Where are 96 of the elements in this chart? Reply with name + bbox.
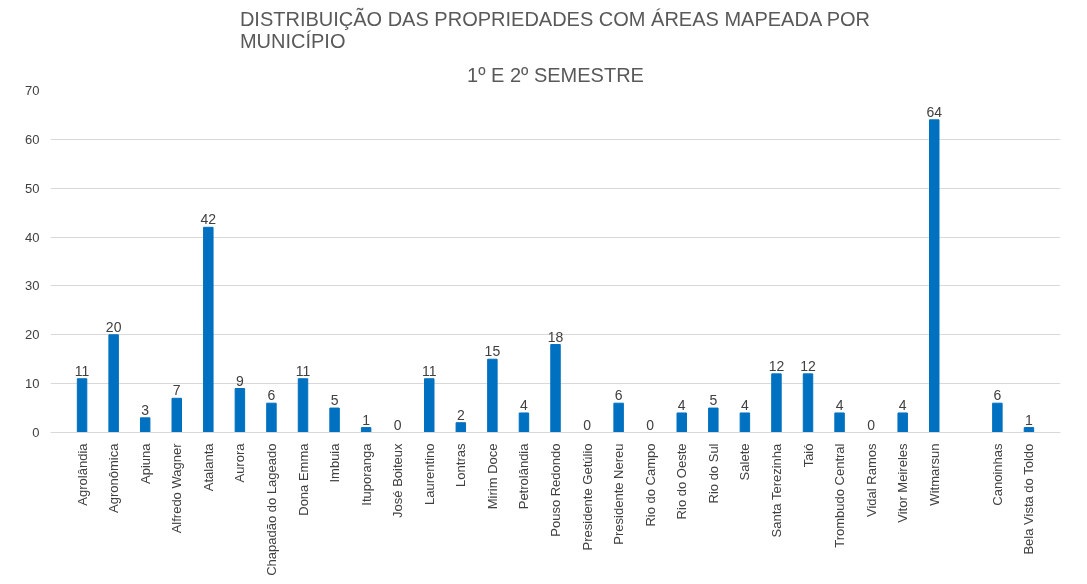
x-tick-label: Ituporanga <box>358 442 374 506</box>
x-tick-label: Chapadão do Lageado <box>263 443 279 576</box>
x-tick-label: Petrolândia <box>516 442 532 510</box>
bar <box>739 412 751 433</box>
bar <box>929 119 940 433</box>
x-tick-label: Canoinhas <box>989 443 1005 506</box>
bar <box>360 427 372 433</box>
x-tick-label: Vitor Meireles <box>895 443 911 523</box>
bar <box>676 412 687 433</box>
data-label: 5 <box>330 392 339 409</box>
bar <box>897 412 908 433</box>
data-label: 0 <box>867 416 876 433</box>
x-tick-label: Vidal Ramos <box>863 443 879 517</box>
bar <box>992 402 1003 433</box>
y-tick-label: 70 <box>25 83 40 98</box>
chart-subtitle: 1º E 2º SEMESTRE <box>467 63 644 86</box>
x-tick-label: José Boiteux <box>390 443 406 518</box>
bar <box>266 402 277 433</box>
data-label: 4 <box>835 396 844 413</box>
y-tick-label: 10 <box>25 376 40 392</box>
x-tick-label: Atalanta <box>200 442 216 492</box>
data-label: 15 <box>484 343 501 360</box>
x-tick-label: Santa Terezinha <box>768 442 784 538</box>
bar <box>234 388 246 433</box>
bar <box>329 407 340 433</box>
y-tick-label: 0 <box>32 425 40 440</box>
data-label: 6 <box>993 387 1002 404</box>
bar <box>802 373 814 433</box>
x-tick-label: Mirim Doce <box>484 443 500 510</box>
data-label: 11 <box>421 362 437 379</box>
x-tick-label: Rio do Sul <box>705 443 721 504</box>
bar <box>455 422 467 433</box>
data-label: 6 <box>267 387 276 404</box>
x-tick-label: Salete <box>737 443 753 481</box>
data-label: 11 <box>74 362 90 379</box>
data-label: 18 <box>547 328 564 345</box>
bar <box>518 412 530 433</box>
x-tick-label: Rio do Campo <box>642 443 658 527</box>
bar <box>834 412 845 433</box>
data-label: 0 <box>583 416 592 433</box>
data-label: 20 <box>105 318 122 335</box>
data-label: 0 <box>646 416 655 433</box>
data-label: 4 <box>898 396 907 413</box>
bar <box>550 344 561 433</box>
data-label: 64 <box>926 103 943 120</box>
x-tick-label: Taió <box>800 443 816 468</box>
data-label: 0 <box>393 416 402 433</box>
bar <box>487 358 498 433</box>
x-tick-label: Agrolândia <box>74 442 90 506</box>
bar <box>203 226 214 433</box>
data-label: 1 <box>362 411 371 428</box>
y-tick-label: 30 <box>25 278 40 294</box>
data-label: 5 <box>709 392 718 409</box>
bar <box>424 378 435 433</box>
data-label: 12 <box>768 357 785 374</box>
bar <box>771 373 782 433</box>
data-label: 12 <box>800 357 816 374</box>
bar <box>171 397 182 433</box>
bar <box>708 407 719 433</box>
data-label: 42 <box>200 211 217 228</box>
bar <box>108 334 119 433</box>
bar <box>297 378 309 433</box>
x-tick-label: Rio do Oeste <box>674 443 690 520</box>
y-tick-label: 20 <box>25 327 40 343</box>
data-label: 3 <box>141 401 150 418</box>
x-tick-label: Trombudo Central <box>832 443 848 548</box>
bar <box>76 378 88 433</box>
data-label: 4 <box>520 396 529 413</box>
x-tick-label: Apiuna <box>137 442 153 484</box>
x-tick-label: Pouso Redondo <box>548 443 563 537</box>
data-label: 7 <box>172 382 181 399</box>
y-tick-label: 40 <box>25 229 40 245</box>
data-label: 9 <box>235 372 244 389</box>
x-tick-label: Dona Emma <box>295 442 311 516</box>
x-tick-label: Presidente Nereu <box>611 443 627 545</box>
chart-title: DISTRIBUIÇÃO DAS PROPRIEDADES COM ÁREAS MAPEADA POR MUNICÍPIO <box>239 6 871 52</box>
data-label: 6 <box>614 387 623 404</box>
data-label: 2 <box>456 406 465 423</box>
x-tick-label: Bela Vista do Toldo <box>1021 443 1037 555</box>
y-tick-label: 60 <box>25 131 40 147</box>
x-tick-label: Witmarsun <box>926 443 942 506</box>
bar <box>1023 427 1035 433</box>
x-tick-label: Aurora <box>232 442 248 483</box>
data-label: 4 <box>740 396 749 413</box>
x-tick-label: Laurentino <box>421 443 437 505</box>
x-tick-label: Presidente Getúlio <box>579 443 595 551</box>
x-tick-label: Lontras <box>453 443 469 487</box>
bar <box>613 402 624 433</box>
data-label: 11 <box>295 362 311 379</box>
x-tick-label: Alfredo Wagner <box>169 442 185 534</box>
data-label: 4 <box>677 396 686 413</box>
x-tick-label: Agronômica <box>106 442 122 513</box>
bar <box>139 417 151 433</box>
x-tick-label: Imbuia <box>327 442 343 483</box>
y-tick-label: 50 <box>25 180 40 196</box>
data-label: 1 <box>1025 411 1034 428</box>
